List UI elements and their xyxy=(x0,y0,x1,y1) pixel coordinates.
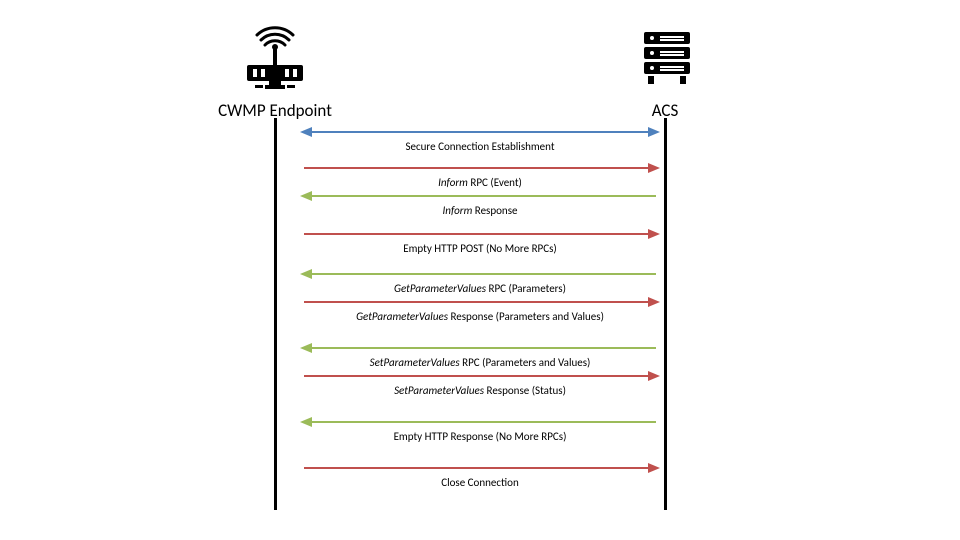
message-arrow: Secure Connection Establishment xyxy=(300,126,660,153)
message-label: Empty HTTP Response (No More RPCs) xyxy=(300,430,660,443)
message-label: Inform Response xyxy=(300,204,660,217)
message-arrow: Inform RPC (Event) xyxy=(300,162,660,189)
message-label: Close Connection xyxy=(300,476,660,489)
message-label: Empty HTTP POST (No More RPCs) xyxy=(300,242,660,255)
cwmp-lifeline xyxy=(274,118,277,510)
message-arrow: GetParameterValues RPC (Parameters) xyxy=(300,268,660,295)
message-label: GetParameterValues RPC (Parameters) xyxy=(300,282,660,295)
message-arrow: Empty HTTP POST (No More RPCs) xyxy=(300,228,660,255)
message-label: SetParameterValues RPC (Parameters and V… xyxy=(300,356,660,369)
router-icon xyxy=(235,25,315,93)
message-arrow: Inform Response xyxy=(300,190,660,217)
message-arrow: Close Connection xyxy=(300,462,660,489)
message-label: Inform RPC (Event) xyxy=(300,176,660,189)
message-arrow: SetParameterValues RPC (Parameters and V… xyxy=(300,342,660,369)
message-label: SetParameterValues Response (Status) xyxy=(300,384,660,397)
message-label: GetParameterValues Response (Parameters … xyxy=(300,310,660,323)
message-label: Secure Connection Establishment xyxy=(300,140,660,153)
server-icon xyxy=(640,30,694,90)
acs-lifeline xyxy=(664,118,667,510)
message-arrow: Empty HTTP Response (No More RPCs) xyxy=(300,416,660,443)
message-arrow: GetParameterValues Response (Parameters … xyxy=(300,296,660,323)
message-arrow: SetParameterValues Response (Status) xyxy=(300,370,660,397)
cwmp-endpoint xyxy=(235,25,315,93)
acs-endpoint xyxy=(640,30,694,90)
